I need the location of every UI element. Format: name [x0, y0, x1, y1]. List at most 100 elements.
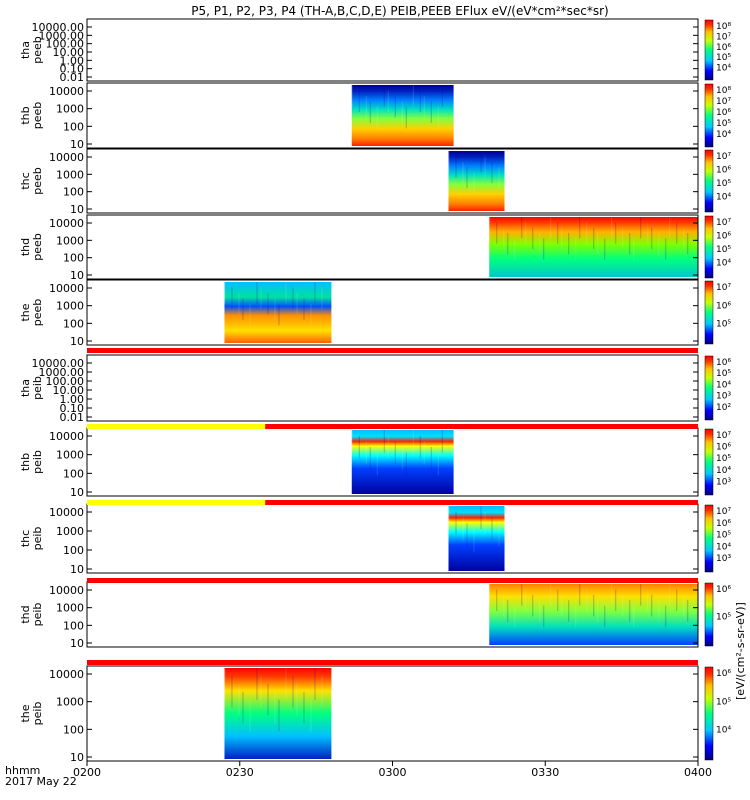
spectrogram-texture [496, 222, 498, 244]
spectrogram-texture [615, 222, 617, 244]
spectrogram-texture [462, 161, 464, 183]
panel-thd-peeb: 10000 1000 100 10 thd peeb 10⁷ 10⁶ 10⁵ 10⁴ [19, 214, 731, 282]
y-tick-label: 10000 [49, 430, 84, 443]
status-bar-segment [265, 500, 698, 505]
spectrogram-texture [314, 282, 316, 304]
spectrogram-texture [683, 594, 685, 617]
colorbar-unit-label: [eV/(cm²-s-sr-eV)] [734, 602, 747, 700]
spectrogram-texture [579, 217, 581, 239]
panel-species-label: peib [31, 527, 44, 551]
spectrogram-texture [503, 594, 505, 617]
spectrogram-texture [498, 523, 500, 547]
spectrogram-texture [640, 217, 642, 239]
colorbar [704, 280, 714, 345]
colorbar-tick-label: 10⁵ [716, 119, 731, 129]
panel-probe-label: thb [19, 106, 32, 124]
colorbar-tick-label: 10⁴ [716, 726, 731, 736]
spectrogram-texture [507, 233, 509, 255]
panel-probe-label: the [19, 704, 32, 722]
spectrogram-texture [242, 691, 244, 724]
colorbar [704, 428, 714, 496]
colorbar-tick-label: 10⁴ [716, 380, 731, 390]
y-tick-label: 10 [70, 486, 84, 499]
spectrogram-texture [260, 287, 262, 310]
spectrogram-texture [480, 506, 482, 529]
panel-the-peeb: 10000 1000 100 10 the peeb 10⁷ 10⁶ 10⁵ [19, 279, 731, 348]
spectrogram-texture [665, 238, 667, 260]
spectrogram-texture [658, 600, 660, 622]
spectrogram-texture [575, 605, 577, 628]
spectrogram-texture [514, 238, 516, 260]
spectrogram-texture [441, 430, 443, 453]
y-tick-label: 100 [63, 317, 84, 330]
spectrogram-texture [586, 589, 588, 612]
y-tick-label: 1000 [56, 449, 84, 462]
colorbar-tick-label: 10⁶ [716, 585, 731, 595]
y-tick-label: 0.10 [60, 402, 85, 415]
spectrogram-texture [669, 217, 671, 239]
y-tick-label: 10 [70, 751, 84, 764]
colorbar-tick-label: 10³ [716, 392, 731, 402]
panel-probe-label: thb [19, 453, 32, 471]
colorbar-tick-label: 10⁶ [716, 443, 731, 453]
colorbar [704, 666, 714, 761]
colorbar-tick-label: 10⁵ [716, 179, 731, 189]
colorbar-tick-label: 10³ [716, 554, 731, 564]
spectrogram-texture [568, 600, 570, 622]
spectrogram-texture [484, 511, 486, 535]
spectrogram-block-thd-peib [489, 584, 698, 645]
spectrogram-texture [238, 683, 240, 716]
spectrogram-texture [448, 506, 450, 529]
spectrogram-texture [455, 156, 457, 178]
panel-probe-label: thd [19, 605, 32, 623]
panel-species-label: peib [31, 376, 44, 400]
y-tick-label: 10 [70, 563, 84, 576]
panel-species-label: peib [31, 603, 44, 627]
colorbar-tick-label: 10⁵ [716, 245, 731, 255]
spectrogram-texture [491, 161, 493, 183]
spectrogram-texture [651, 594, 653, 617]
spectrogram-block-thc-peeb [448, 151, 505, 211]
spectrogram-texture [557, 589, 559, 612]
spectrogram-texture [489, 217, 491, 239]
spectrogram-texture [466, 523, 468, 547]
spectrogram-texture [260, 675, 262, 708]
spectrogram-texture [267, 683, 269, 716]
spectrogram-texture [285, 668, 287, 700]
colorbar-tick-label: 10⁴ [716, 130, 731, 140]
spectrogram-texture [292, 287, 294, 310]
colorbar-tick-label: 10⁷ [716, 507, 731, 517]
colorbar-tick-label: 10⁷ [716, 32, 731, 42]
colorbar-tick-label: 10⁵ [716, 531, 731, 541]
panel-frame [86, 279, 699, 346]
panel-thd-peib: 10000 1000 100 10 thd peib 10⁶ 10⁵ [19, 581, 731, 650]
y-tick-label: 10000.00 [32, 21, 85, 34]
spectrogram-texture [496, 589, 498, 612]
panel-species-label: peib [31, 450, 44, 474]
spectrogram-texture [629, 233, 631, 255]
colorbar [704, 149, 714, 213]
status-bar-segment [87, 348, 698, 353]
spectrogram-texture [224, 282, 226, 304]
x-axis-label-line1: hhmm [5, 764, 40, 777]
spectrogram-texture [480, 151, 482, 173]
spectrogram-texture [249, 699, 251, 732]
spectrogram-texture [369, 447, 371, 470]
spectrogram-texture [376, 452, 378, 476]
spectrogram-texture [249, 303, 251, 326]
panel-frame [86, 214, 699, 280]
colorbar-tick-label: 10² [716, 403, 731, 413]
spectrogram-texture [611, 217, 613, 239]
spectrogram-texture [604, 238, 606, 260]
spectrogram-texture [303, 298, 305, 320]
spectrogram-texture [369, 101, 371, 123]
spectrogram-block-thd-peeb [489, 217, 698, 277]
spectrogram-texture [525, 589, 527, 612]
y-tick-label: 1000 [56, 525, 84, 538]
spectrogram-texture [423, 441, 425, 464]
y-tick-label: 10000 [49, 85, 84, 98]
